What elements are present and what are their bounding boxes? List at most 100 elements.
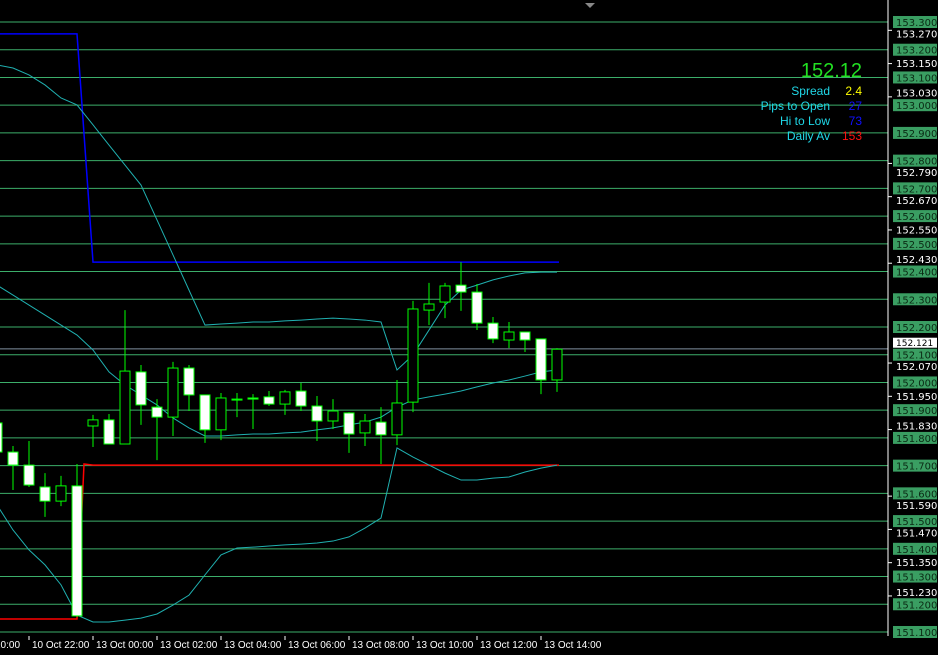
info-value: 73 [848, 114, 862, 128]
level-label-box [893, 71, 937, 84]
level-label-box [893, 237, 937, 250]
level-label-box [893, 210, 937, 223]
candle-body [71, 485, 83, 617]
level-label-box [893, 182, 937, 195]
candle-body [87, 419, 99, 427]
candle-body [423, 303, 435, 311]
price-tick-label: 153.030 [896, 89, 937, 100]
candle-body [199, 394, 211, 431]
level-label: 151.800 [896, 434, 937, 445]
candle-body [519, 331, 531, 341]
day-high-line [0, 33, 559, 263]
level-label: 153.200 [896, 46, 937, 57]
level-label: 152.500 [896, 240, 937, 251]
info-label: Spread [791, 84, 830, 98]
candle-body [119, 370, 131, 445]
info-row-hi-to-low: Hi to Low 73 [730, 114, 862, 129]
info-value: 2.4 [845, 84, 862, 98]
level-label: 152.400 [896, 268, 937, 279]
candle-body [535, 338, 547, 381]
candle-body [391, 402, 403, 436]
day-levels [0, 33, 559, 620]
price-tick-label: 153.270 [896, 30, 937, 41]
level-label-box [893, 99, 937, 112]
candle-body [0, 422, 3, 453]
level-label-box [893, 265, 937, 278]
candle-body [7, 451, 19, 466]
level-label: 151.600 [896, 489, 937, 500]
time-label: 13 Oct 08:00 [352, 640, 410, 651]
level-label: 153.300 [896, 18, 937, 29]
level-label: 152.200 [896, 323, 937, 334]
level-label: 151.700 [896, 462, 937, 473]
candle-body [487, 322, 499, 340]
time-label: 13 Oct 06:00 [288, 640, 346, 651]
candle-body [327, 410, 339, 422]
bollinger-upper [0, 65, 557, 371]
bollinger-lower [0, 447, 558, 623]
candle-body [39, 486, 51, 502]
level-label-box [893, 625, 937, 638]
candle-body [231, 398, 243, 401]
level-label: 152.000 [896, 378, 937, 389]
level-label-box [893, 126, 937, 139]
price-tick-label: 152.430 [896, 255, 937, 266]
day-low-line [0, 463, 559, 620]
candle-body [471, 291, 483, 324]
level-label: 152.600 [896, 212, 937, 223]
level-label: 152.300 [896, 295, 937, 306]
level-label: 153.100 [896, 73, 937, 84]
price-tick-label: 151.470 [896, 529, 937, 540]
info-label: Hi to Low [779, 114, 830, 128]
candle-body [135, 371, 147, 406]
price-tick-label: 151.950 [896, 392, 937, 403]
level-label: 151.500 [896, 517, 937, 528]
level-label-box [893, 598, 937, 611]
level-label-box [893, 487, 937, 500]
candle-body [215, 397, 227, 431]
candle-body [503, 331, 515, 341]
level-label: 152.100 [896, 351, 937, 362]
candle-body [279, 391, 291, 405]
chart-shift-marker-icon[interactable] [585, 3, 595, 8]
candle-body [247, 397, 259, 400]
price-tick-label: 152.790 [896, 168, 937, 179]
current-price-box [893, 337, 937, 348]
level-label: 152.700 [896, 184, 937, 195]
level-label: 151.400 [896, 545, 937, 556]
level-label-box [893, 16, 937, 28]
price-tick-label: 152.070 [896, 362, 937, 373]
candle-body [455, 284, 467, 293]
level-label-box [893, 154, 937, 167]
time-label: 13 Oct 10:00 [416, 640, 474, 651]
price-tick-label: 151.230 [896, 588, 937, 599]
bollinger-middle [0, 286, 558, 437]
price-axis[interactable]: 153.300 153.200 153.100 153.000 152.900 152.8… [888, 16, 937, 639]
info-value: 153 [841, 129, 862, 143]
time-label: 13 Oct 04:00 [224, 640, 282, 651]
level-label-box [893, 376, 937, 389]
level-label-box [893, 515, 937, 528]
candle-body [167, 367, 179, 418]
level-label: 152.900 [896, 129, 937, 140]
last-price: 152.12 [800, 60, 862, 82]
candle-body [55, 485, 67, 502]
candle-body [311, 405, 323, 422]
level-label-box [893, 431, 937, 444]
candle-body [343, 412, 355, 435]
candle-body [359, 420, 371, 434]
level-label-box [893, 293, 937, 306]
candles [0, 262, 563, 617]
price-tick-label: 152.670 [896, 196, 937, 207]
time-axis[interactable]: 20:00 10 Oct 22:00 13 Oct 00:00 13 Oct 02:0… [0, 636, 602, 651]
level-label: 152.800 [896, 157, 937, 168]
level-label-box [893, 404, 937, 417]
time-label: 13 Oct 00:00 [96, 640, 154, 651]
candle-body [151, 406, 163, 418]
level-label: 151.900 [896, 406, 937, 417]
level-label-box [893, 570, 937, 583]
level-label-box [893, 542, 937, 555]
price-tick-label: 151.590 [896, 501, 937, 512]
level-label-box [893, 43, 937, 56]
